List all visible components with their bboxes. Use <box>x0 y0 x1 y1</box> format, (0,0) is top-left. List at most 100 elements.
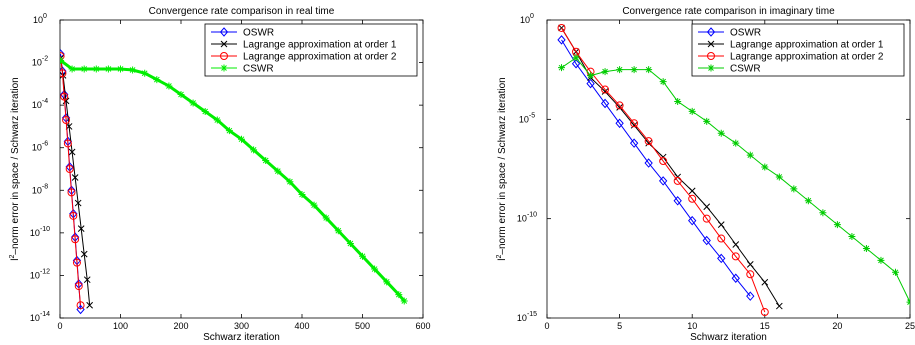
data-point <box>848 233 856 241</box>
data-point <box>630 66 638 74</box>
chart-panel-2: Convergence rate comparison in imaginary… <box>496 6 915 343</box>
data-point <box>60 69 67 78</box>
data-point <box>62 116 71 125</box>
data-point <box>60 56 65 64</box>
data-point <box>717 234 726 243</box>
y-axis-label-part: l <box>497 258 508 260</box>
y-axis-label-part: l <box>10 258 21 260</box>
data-point <box>644 137 653 146</box>
data-point <box>601 88 609 95</box>
data-point <box>717 253 726 264</box>
data-point <box>334 227 342 235</box>
y-axis-label-part: –norm error in space / Schwarz iteration <box>10 77 21 254</box>
data-point <box>371 265 379 273</box>
y-tick-exp: -15 <box>527 311 537 318</box>
data-point <box>71 235 80 244</box>
data-point <box>558 64 566 72</box>
data-point <box>92 65 100 73</box>
data-point <box>688 215 697 226</box>
y-tick-base: 10 <box>30 228 40 238</box>
y-tick-exp: -8 <box>42 183 48 190</box>
data-point <box>746 291 755 301</box>
y-tick-exp: 0 <box>530 13 534 20</box>
data-point <box>644 158 653 168</box>
y-tick-label: 100 <box>520 13 534 25</box>
data-point <box>658 176 668 186</box>
legend-marker <box>220 64 228 72</box>
legend-marker <box>220 40 228 48</box>
y-tick-label: 10-5 <box>519 112 535 124</box>
data-point <box>586 78 595 89</box>
data-point <box>74 282 83 291</box>
y-tick-label: 10-10 <box>517 212 537 224</box>
data-point <box>732 139 740 147</box>
data-point <box>359 252 366 260</box>
y-tick-exp: -2 <box>42 56 48 63</box>
data-point <box>63 139 72 148</box>
data-point <box>298 191 306 199</box>
data-point <box>877 256 885 264</box>
data-point <box>165 82 173 90</box>
x-tick-label: 600 <box>415 321 430 331</box>
data-point <box>616 66 624 74</box>
data-point <box>833 221 841 229</box>
data-point <box>141 69 149 77</box>
y-axis-label-sup: 2 <box>9 254 16 258</box>
y-tick-base: 10 <box>30 313 40 323</box>
data-point <box>645 66 653 74</box>
x-tick-label: 500 <box>355 321 370 331</box>
data-point <box>572 54 580 62</box>
x-tick-label: 100 <box>113 321 128 331</box>
data-point <box>587 72 595 80</box>
data-point <box>674 97 682 105</box>
data-point <box>395 291 403 299</box>
data-point <box>688 187 696 195</box>
data-point <box>702 235 711 246</box>
data-point <box>630 119 639 128</box>
data-point <box>557 35 566 45</box>
data-point <box>731 252 740 261</box>
x-tick-label: 5 <box>617 321 622 331</box>
data-point <box>804 197 812 205</box>
data-point <box>862 244 870 252</box>
x-tick-label: 10 <box>687 321 697 331</box>
data-point <box>400 297 408 305</box>
data-point <box>80 250 88 258</box>
data-point <box>645 139 652 147</box>
chart-title: Convergence rate comparison in real time <box>149 6 335 17</box>
legend-entry: Lagrange approximation at order 2 <box>730 52 884 63</box>
x-tick-label: 300 <box>234 321 249 331</box>
data-point <box>129 66 137 74</box>
y-tick-base: 10 <box>517 214 527 224</box>
data-point <box>673 176 682 185</box>
y-tick-base: 10 <box>33 15 43 25</box>
data-point <box>717 129 725 137</box>
data-point <box>906 298 910 306</box>
data-point <box>746 151 754 159</box>
data-point <box>688 107 696 115</box>
data-point <box>702 214 711 223</box>
data-point <box>746 270 755 279</box>
y-tick-exp: -6 <box>42 141 48 148</box>
data-point <box>68 148 76 156</box>
data-point <box>201 108 209 116</box>
y-tick-exp: -10 <box>40 226 50 233</box>
data-point <box>310 201 318 209</box>
data-point <box>262 156 270 164</box>
y-tick-exp: -14 <box>40 311 50 318</box>
y-tick-label: 10-12 <box>30 268 50 280</box>
data-point <box>601 85 610 94</box>
data-point <box>819 209 827 217</box>
data-point <box>703 117 711 125</box>
data-point <box>601 68 609 76</box>
y-tick-exp: -10 <box>527 212 537 219</box>
data-point <box>322 214 330 222</box>
y-tick-base: 10 <box>32 143 42 153</box>
data-point <box>688 194 697 203</box>
x-tick-label: 200 <box>173 321 188 331</box>
legend-entry: Lagrange approximation at order 2 <box>243 52 397 63</box>
data-point <box>67 188 76 197</box>
data-point <box>60 92 69 101</box>
data-point <box>775 173 783 181</box>
